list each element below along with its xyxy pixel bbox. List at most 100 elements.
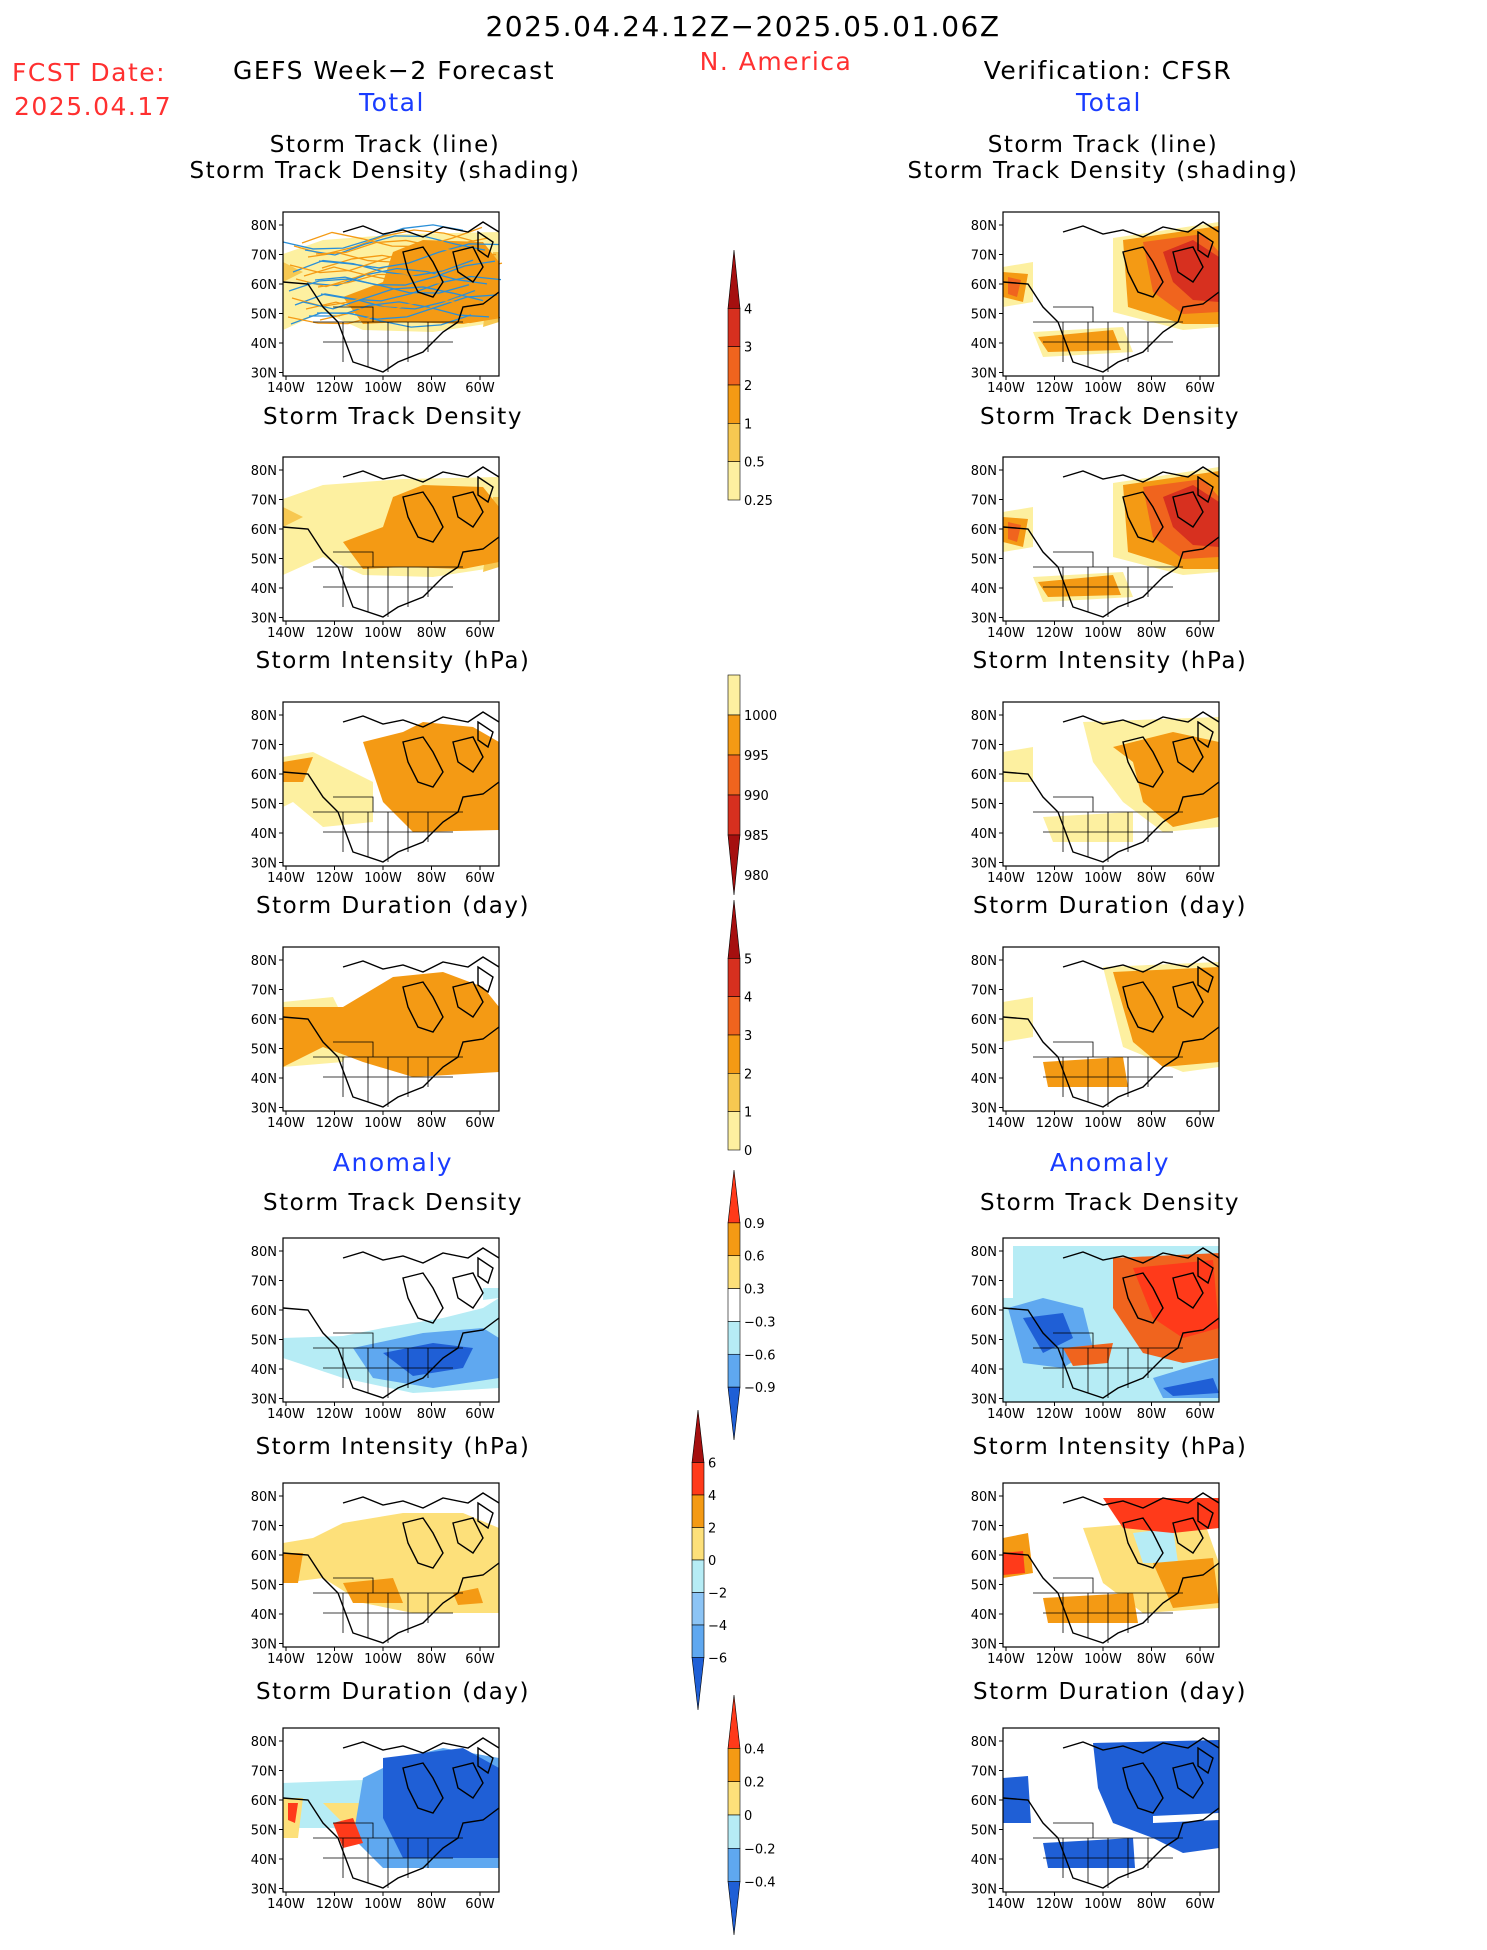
lat-tick-label: 60N: [251, 278, 277, 293]
shading-region: [1003, 1533, 1219, 1623]
lon-tick-label: 100W: [1084, 871, 1122, 886]
lat-tick-label: 50N: [251, 1043, 277, 1058]
map-frame: [282, 456, 500, 622]
coastline: [1002, 466, 1220, 618]
lon-tick-label: 120W: [316, 1652, 354, 1667]
colorbar-segment: [727, 1288, 741, 1322]
lat-tick-label: 70N: [251, 984, 277, 999]
lat-tick-label: 40N: [251, 827, 277, 842]
lon-tick-label: 140W: [987, 871, 1025, 886]
lat-tick-label: 80N: [971, 1490, 997, 1505]
coastline: [1002, 711, 1220, 863]
right-total-label: Total: [1076, 88, 1142, 117]
lon-tick-label: 140W: [987, 1407, 1025, 1422]
lat-tick-label: 30N: [971, 1638, 997, 1653]
colorbar-label: 3: [744, 1029, 752, 1044]
shading-region: [1113, 732, 1219, 827]
map-frame: [282, 701, 500, 867]
lat-tick-label: 40N: [971, 1072, 997, 1087]
lat-tick-label: 60N: [251, 768, 277, 783]
shading-region: [283, 1553, 483, 1605]
lat-tick-label: 30N: [971, 1393, 997, 1408]
state-borders: [1033, 306, 1183, 372]
lon-tick-label: 120W: [1036, 1407, 1074, 1422]
lat-tick-label: 60N: [251, 523, 277, 538]
colorbar-segment: [727, 1781, 741, 1816]
colorbar-segment: [727, 1034, 741, 1074]
map-frame: [282, 1237, 500, 1403]
lat-tick-label: 40N: [251, 1072, 277, 1087]
colorbar-label: 995: [744, 749, 769, 764]
colorbar-segment: [691, 1462, 705, 1496]
colorbar-label: 990: [744, 789, 769, 804]
colorbar-label: −0.2: [744, 1842, 776, 1857]
lat-tick-label: 60N: [971, 523, 997, 538]
lon-tick-label: 60W: [1185, 1897, 1215, 1912]
colorbar-segment: [691, 1494, 705, 1528]
lat-tick-label: 80N: [251, 1735, 277, 1750]
colorbar-label: 2: [744, 1067, 752, 1082]
lon-tick-label: 60W: [1185, 871, 1215, 886]
lat-tick-label: 60N: [971, 278, 997, 293]
colorbar-label: −0.3: [744, 1315, 776, 1330]
lat-tick-label: 70N: [971, 494, 997, 509]
lon-tick-label: 80W: [417, 381, 447, 396]
lon-tick-label: 140W: [267, 871, 305, 886]
lon-tick-label: 60W: [465, 1116, 495, 1131]
lat-tick-label: 80N: [971, 464, 997, 479]
lon-tick-label: 140W: [267, 1897, 305, 1912]
colorbar-label: 0.25: [744, 494, 773, 509]
lat-tick-label: 30N: [251, 857, 277, 872]
shading-region: [1003, 1740, 1219, 1868]
lat-tick-label: 70N: [251, 739, 277, 754]
shading-region: [283, 722, 499, 832]
lat-tick-label: 50N: [251, 308, 277, 323]
colorbar-segment: [727, 794, 741, 836]
lon-tick-label: 120W: [316, 381, 354, 396]
colorbar-label: 1: [744, 1106, 752, 1121]
colorbar-segment: [727, 1386, 741, 1441]
lat-tick-label: 30N: [251, 1393, 277, 1408]
coastline: [282, 1247, 500, 1399]
lat-tick-label: 30N: [971, 1883, 997, 1898]
colorbar-segment: [691, 1592, 705, 1626]
colorbar-label: 6: [708, 1457, 716, 1472]
state-borders: [313, 1332, 463, 1398]
colorbar-label: 0: [744, 1144, 752, 1159]
lat-tick-label: 70N: [251, 494, 277, 509]
colorbar-duration-total: 5 4 3 2 1 0: [727, 899, 752, 1159]
lon-tick-label: 60W: [1185, 381, 1215, 396]
fcst-date-label: FCST Date:: [12, 58, 167, 87]
colorbar-segment: [691, 1657, 705, 1711]
colorbar-segment: [727, 461, 741, 501]
colorbar-segment: [691, 1624, 705, 1658]
lon-tick-label: 80W: [1137, 1652, 1167, 1667]
lat-tick-label: 50N: [971, 1334, 997, 1349]
lon-tick-label: 60W: [1185, 626, 1215, 641]
lat-tick-label: 80N: [251, 1490, 277, 1505]
lon-tick-label: 80W: [417, 1116, 447, 1131]
lat-tick-label: 40N: [971, 1853, 997, 1868]
left-title-track-shading: Storm Track Density (shading): [189, 158, 581, 184]
lat-tick-label: 60N: [971, 1794, 997, 1809]
lon-tick-label: 120W: [316, 1407, 354, 1422]
map-frame: [1002, 1237, 1220, 1403]
colorbar-density-total: 4 3 2 1 0.5 0.25: [727, 249, 773, 509]
lat-tick-label: 70N: [971, 739, 997, 754]
lon-tick-label: 120W: [1036, 871, 1074, 886]
colorbar-label: 0.6: [744, 1250, 765, 1265]
colorbar-label: 0.2: [744, 1776, 765, 1791]
colorbar-intensity-anom: 6 4 2 0 −2 −4 −6: [691, 1409, 727, 1711]
coastline: [282, 956, 500, 1108]
left-total-label: Total: [359, 88, 425, 117]
lon-tick-label: 80W: [417, 1652, 447, 1667]
colorbar-label: 5: [744, 952, 752, 967]
lat-tick-label: 60N: [251, 1794, 277, 1809]
